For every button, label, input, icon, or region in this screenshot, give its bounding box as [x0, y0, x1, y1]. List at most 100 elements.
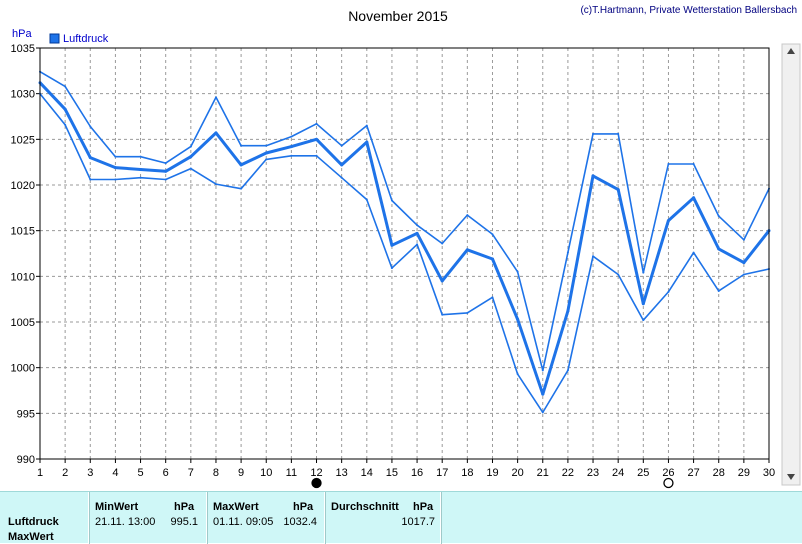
chart-title: November 2015	[348, 8, 448, 24]
data-point-min	[541, 411, 544, 414]
x-tick-label: 5	[137, 467, 143, 479]
vertical-scrollbar[interactable]	[781, 43, 801, 486]
data-point-max	[315, 122, 318, 125]
data-point-mean	[415, 231, 419, 235]
data-point-mean	[365, 140, 369, 144]
data-point-min	[315, 154, 318, 157]
x-tick-label: 11	[286, 467, 297, 479]
y-tick-label: 1015	[11, 226, 35, 238]
y-tick-label: 1010	[11, 271, 35, 283]
data-point-min	[390, 267, 393, 270]
x-tick-label: 25	[637, 467, 649, 479]
y-tick-label: 995	[17, 408, 35, 420]
y-axis: 990 995 1000 1005 1010 1015 1020 1025 1030 1035	[11, 43, 40, 466]
x-tick-label: 8	[213, 467, 219, 479]
data-point-max	[516, 270, 519, 273]
data-point-mean	[164, 169, 168, 173]
data-point-min	[114, 178, 117, 181]
x-axis: 1 2 3 4 5 6 7 8 9 10 11 12 13 14 15 16 17 18 19 20 21 22 23 24 2…	[37, 459, 775, 479]
data-point-mean	[289, 145, 293, 149]
data-point-mean	[641, 302, 645, 306]
data-point-min	[290, 154, 293, 157]
data-point-mean	[340, 163, 344, 167]
max-header: MaxWert	[213, 501, 259, 513]
data-point-max	[692, 162, 695, 165]
data-point-mean	[440, 279, 444, 283]
x-tick-label: 16	[411, 467, 423, 479]
data-point-max	[64, 85, 67, 88]
data-point-max	[265, 144, 268, 147]
series-line-mean	[38, 81, 771, 396]
full-moon-icon	[663, 477, 674, 489]
scroll-down-arrow-icon[interactable]	[787, 474, 795, 480]
data-point-max	[541, 369, 544, 372]
data-point-max	[717, 215, 720, 218]
data-point-max	[240, 144, 243, 147]
y-tick-label: 1000	[11, 363, 35, 375]
data-point-mean	[315, 137, 319, 141]
row-label-maxwert: MaxWert	[8, 531, 54, 543]
data-point-mean	[516, 317, 520, 321]
data-point-mean	[264, 151, 268, 155]
y-tick-label: 1030	[11, 89, 35, 101]
data-point-max	[390, 199, 393, 202]
x-tick-label: 24	[612, 467, 624, 479]
x-tick-label: 12	[310, 467, 322, 479]
data-point-min	[64, 123, 67, 126]
x-tick-label: 28	[713, 467, 725, 479]
data-point-max	[164, 162, 167, 165]
x-tick-label: 9	[238, 467, 244, 479]
series-line-max	[39, 71, 770, 372]
data-point-mean	[63, 107, 67, 111]
x-tick-label: 15	[386, 467, 398, 479]
x-tick-label: 23	[587, 467, 599, 479]
x-tick-label: 19	[486, 467, 498, 479]
x-tick-label: 26	[662, 467, 674, 479]
data-point-max	[416, 224, 419, 227]
data-point-min	[189, 167, 192, 170]
data-point-min	[516, 373, 519, 376]
x-tick-label: 29	[738, 467, 750, 479]
data-point-max	[742, 238, 745, 241]
data-point-min	[617, 273, 620, 276]
plot-frame	[39, 47, 770, 460]
credit-text: (c)T.Hartmann, Private Wetterstation Bal…	[580, 5, 797, 16]
x-tick-label: 27	[687, 467, 699, 479]
x-tick-label: 22	[562, 467, 574, 479]
min-unit: hPa	[174, 501, 195, 513]
row-label-luftdruck: Luftdruck	[8, 516, 59, 528]
x-tick-label: 2	[62, 467, 68, 479]
data-point-mean	[490, 257, 494, 261]
data-point-min	[89, 178, 92, 181]
max-unit: hPa	[293, 501, 314, 513]
x-tick-label: 17	[436, 467, 448, 479]
legend-label: Luftdruck	[63, 33, 109, 45]
series-group	[38, 70, 771, 414]
data-point-max	[642, 271, 645, 274]
data-point-min	[441, 313, 444, 316]
data-point-mean	[390, 243, 394, 247]
avg-header: Durchschnitt	[331, 501, 399, 513]
y-tick-label: 1005	[11, 317, 35, 329]
data-point-mean	[717, 247, 721, 251]
data-point-max	[214, 96, 217, 99]
y-axis-unit: hPa	[12, 28, 32, 40]
y-tick-label: 1035	[11, 43, 35, 55]
data-point-mean	[616, 188, 620, 192]
data-point-min	[491, 296, 494, 299]
x-tick-label: 4	[112, 467, 118, 479]
data-point-max	[189, 145, 192, 148]
data-point-min	[340, 176, 343, 179]
scroll-up-arrow-icon[interactable]	[787, 48, 795, 54]
data-point-max	[441, 242, 444, 245]
data-point-max	[340, 144, 343, 147]
new-moon-icon	[311, 477, 322, 489]
data-point-min	[566, 369, 569, 372]
data-point-min	[692, 251, 695, 254]
data-point-mean	[214, 131, 218, 135]
y-tick-label: 1025	[11, 134, 35, 146]
data-point-mean	[742, 261, 746, 265]
grid	[40, 48, 769, 459]
x-tick-label: 1	[37, 467, 43, 479]
legend-swatch	[49, 33, 60, 44]
